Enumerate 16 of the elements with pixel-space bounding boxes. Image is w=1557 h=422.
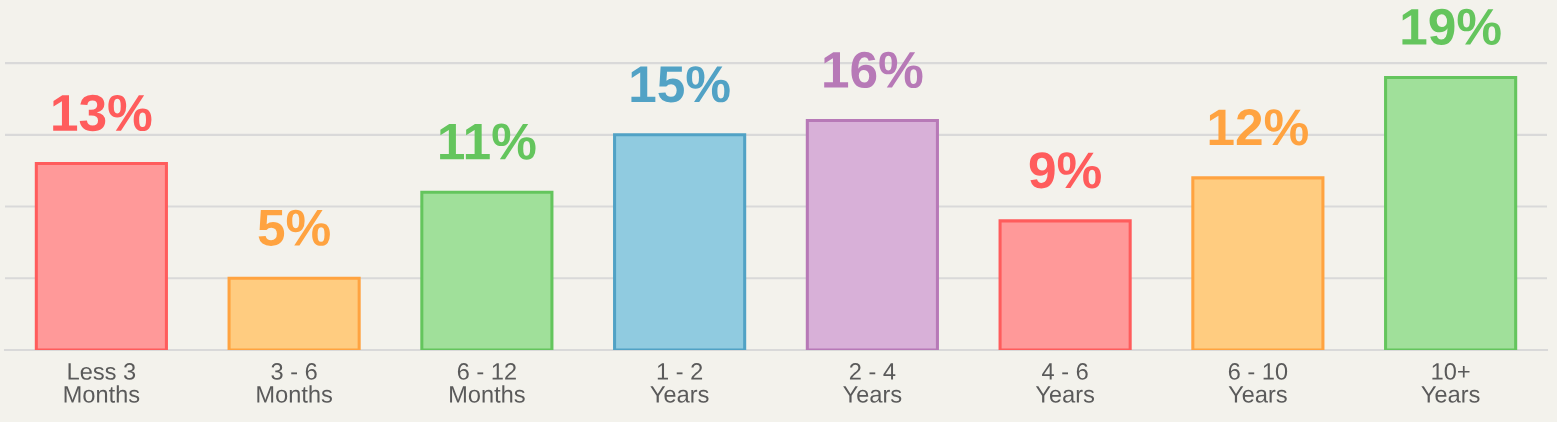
data-label: 19%: [1402, 8, 1501, 46]
data-label: 5%: [258, 209, 330, 246]
x-tick-label: 3 - 6 Months: [257, 363, 332, 403]
x-tick-label: 6 - 12 Months: [450, 363, 525, 403]
data-label: 13%: [53, 94, 152, 132]
data-label: 11%: [440, 123, 536, 160]
x-tick-label: 4 - 6 Years: [1035, 363, 1095, 403]
x-tick-label: Less 3 Months: [64, 363, 140, 403]
x-tick-label: 2 - 4 Years: [843, 363, 902, 403]
x-tick-label: 6 - 10 Years: [1228, 363, 1288, 403]
x-tick-label: 1 - 2 Years: [650, 363, 709, 403]
data-label: 12%: [1209, 109, 1308, 146]
data-label: 16%: [824, 51, 923, 89]
x-tick-label: 10+ Years: [1421, 363, 1480, 403]
data-label: 9%: [1029, 152, 1101, 189]
data-label: 15%: [631, 66, 730, 103]
